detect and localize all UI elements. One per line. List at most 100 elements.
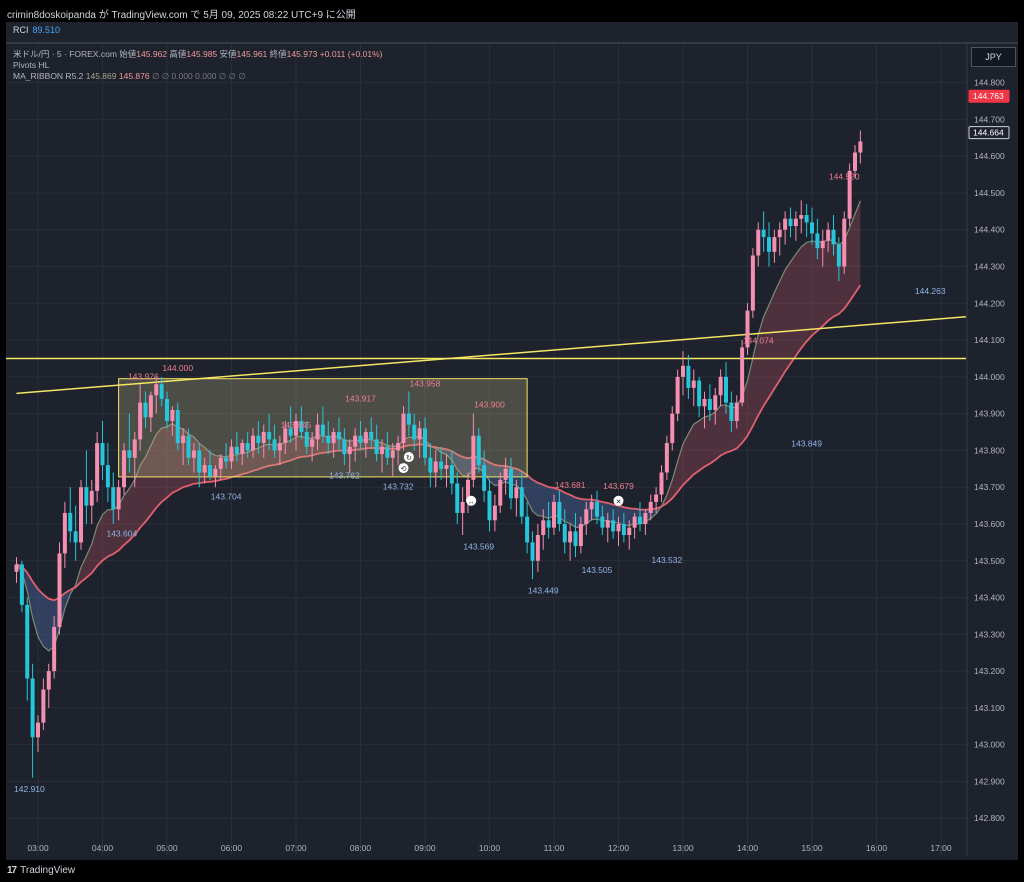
x-tick-label: 09:00 bbox=[414, 843, 436, 853]
candle-body bbox=[664, 443, 669, 473]
ribbon-fill bbox=[242, 452, 248, 475]
ma-slow-line bbox=[16, 284, 862, 602]
ribbon-fill bbox=[317, 435, 323, 454]
x-tick-label: 08:00 bbox=[350, 843, 372, 853]
candle-body bbox=[681, 365, 685, 377]
ribbon-fill bbox=[752, 334, 759, 426]
ribbon-fill bbox=[822, 239, 829, 326]
signal-marker-icon bbox=[613, 495, 624, 506]
candle-body bbox=[224, 457, 229, 462]
pivot-label: 143.900 bbox=[474, 400, 505, 410]
candle-body bbox=[621, 523, 626, 536]
candle-body bbox=[578, 523, 583, 547]
candle-body bbox=[380, 446, 384, 455]
x-tick-label: 15:00 bbox=[801, 843, 823, 853]
candle-body bbox=[14, 564, 19, 572]
pivot-label: 144.074 bbox=[743, 336, 774, 346]
pivot-label: 143.976 bbox=[128, 372, 159, 382]
candle-body bbox=[525, 516, 530, 543]
y-tick-label: 144.300 bbox=[974, 262, 1005, 272]
candle-body bbox=[57, 553, 62, 627]
candle-body bbox=[294, 420, 298, 436]
ribbon-fill bbox=[489, 462, 495, 486]
y-tick-label: 144.000 bbox=[974, 372, 1005, 382]
candle-body bbox=[449, 465, 454, 484]
candle-body bbox=[25, 604, 30, 679]
candle-body bbox=[589, 501, 594, 510]
pivot-label: 143.958 bbox=[410, 378, 441, 388]
candle-body bbox=[600, 516, 605, 528]
candle-body bbox=[455, 483, 460, 513]
candle-body bbox=[718, 376, 723, 396]
last-price-tag-text: 144.664 bbox=[973, 128, 1004, 138]
candle-body bbox=[686, 365, 691, 388]
ribbon-fill bbox=[795, 246, 802, 356]
ribbon-fill bbox=[785, 261, 791, 372]
ribbon-fill bbox=[575, 497, 581, 528]
signal-marker-glyph: ⟲ bbox=[401, 466, 407, 473]
y-tick-label: 144.200 bbox=[974, 298, 1005, 308]
candle-body bbox=[761, 229, 766, 238]
candle-body bbox=[460, 501, 465, 513]
ribbon-fill bbox=[790, 254, 796, 364]
y-tick-label: 143.100 bbox=[974, 703, 1005, 713]
y-tick-label: 143.000 bbox=[974, 740, 1005, 750]
ribbon-fill bbox=[107, 509, 114, 557]
candle-body bbox=[675, 376, 680, 414]
current-price-tag: 144.763 bbox=[968, 89, 1010, 103]
chart-legend: 米ドル/円 · 5 · FOREX.com 始値145.962 高値145.98… bbox=[13, 49, 382, 82]
x-tick-label: 07:00 bbox=[285, 843, 307, 853]
y-tick-label: 144.100 bbox=[974, 335, 1005, 345]
ribbon-fill bbox=[462, 457, 468, 477]
candle-body bbox=[84, 487, 89, 506]
x-tick-label: 14:00 bbox=[737, 843, 759, 853]
publish-header: crimin8doskoipanda が TradingView.com で 5… bbox=[0, 0, 1024, 22]
candle-body bbox=[423, 428, 427, 458]
candle-body bbox=[363, 432, 368, 444]
ribbon-fill bbox=[451, 451, 458, 470]
ribbon-fill bbox=[124, 488, 130, 546]
publish-line: crimin8doskoipanda が TradingView.com で 5… bbox=[7, 10, 356, 21]
candle-body bbox=[777, 229, 782, 238]
pivot-label: 143.679 bbox=[603, 481, 634, 491]
ribbon-fill bbox=[564, 492, 571, 524]
candle-body bbox=[30, 678, 35, 738]
change-value: +0.011 (+0.01%) bbox=[319, 49, 383, 59]
last-price-tag: 144.664 bbox=[968, 126, 1010, 140]
y-tick-label: 143.900 bbox=[974, 409, 1005, 419]
x-tick-label: 05:00 bbox=[156, 843, 178, 853]
candle-body bbox=[433, 461, 438, 473]
open-label: 始値 bbox=[119, 49, 137, 59]
currency-button[interactable]: JPY bbox=[971, 47, 1016, 67]
candle-body bbox=[148, 395, 153, 418]
candle-body bbox=[546, 520, 551, 528]
signal-marker-glyph: ↻ bbox=[406, 455, 412, 462]
pivot-label: 143.762 bbox=[329, 470, 360, 480]
candle-body bbox=[154, 384, 159, 396]
ribbon-fill bbox=[484, 459, 490, 482]
ribbon-fill bbox=[806, 240, 812, 342]
x-tick-label: 10:00 bbox=[479, 843, 501, 853]
candle-body bbox=[552, 501, 556, 528]
candle-body bbox=[632, 516, 637, 528]
pivot-label: 143.849 bbox=[791, 438, 822, 448]
y-tick-label: 142.800 bbox=[974, 813, 1005, 823]
candle-body bbox=[41, 689, 46, 723]
candle-body bbox=[724, 376, 728, 403]
candle-body bbox=[535, 535, 540, 561]
candle-body bbox=[159, 384, 164, 399]
signal-marker-glyph: ✕ bbox=[616, 499, 622, 506]
ribbon-fill bbox=[32, 581, 38, 637]
ribbon-fill bbox=[672, 461, 678, 499]
y-tick-label: 143.700 bbox=[974, 482, 1005, 492]
pivot-label: 143.681 bbox=[555, 480, 586, 490]
candle-body bbox=[595, 501, 599, 517]
time-axis: 03:00 04:00 05:00 06:00 07:00 08:00 09:00 10:00… bbox=[27, 843, 952, 853]
ribbon-fill bbox=[97, 514, 103, 567]
pivot-label: 143.845 bbox=[281, 420, 312, 430]
ribbon-fill bbox=[758, 316, 764, 416]
ribbon-fill bbox=[140, 456, 146, 528]
candle-body bbox=[670, 413, 675, 444]
ribbon-fill bbox=[623, 507, 630, 526]
